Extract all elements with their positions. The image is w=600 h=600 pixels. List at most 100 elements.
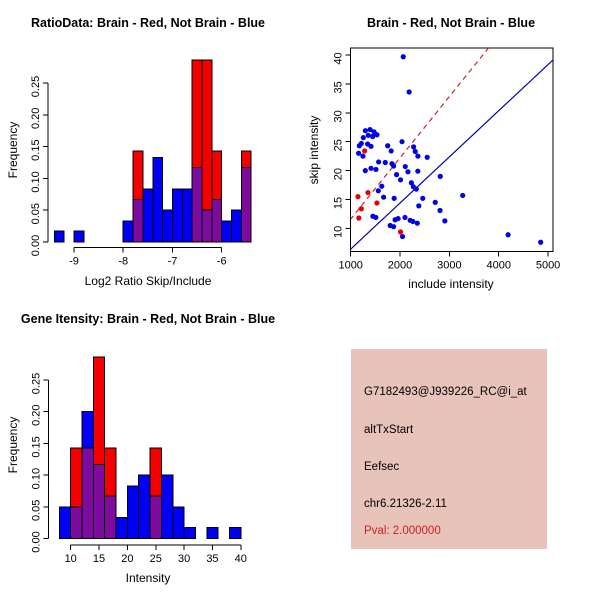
- data-point: [400, 54, 406, 60]
- bar-overlap-segment: [191, 167, 203, 243]
- data-point: [368, 143, 374, 149]
- x-tick-label: 2000: [388, 260, 412, 272]
- gene-intensity-histogram-panel: Gene Itensity: Brain - Red, Not Brain - …: [6, 312, 275, 585]
- data-point: [416, 203, 422, 209]
- data-point: [397, 177, 404, 183]
- data-point: [365, 132, 371, 138]
- y-tick-label: 40: [333, 52, 345, 64]
- y-tick-label: 35: [333, 81, 345, 93]
- data-point: [415, 168, 421, 174]
- gene-intensity-plot-area: 0.00 0.05 0.10 0.15 0.20 0.25 10 15 20 25 30 35 40: [31, 356, 247, 565]
- x-tick-label: -6: [217, 256, 227, 268]
- bar-segment: [73, 230, 85, 243]
- data-point: [382, 159, 388, 166]
- data-point: [399, 233, 406, 240]
- data-point: [402, 163, 408, 170]
- data-point: [391, 163, 397, 169]
- gene-name-text: Eefsec: [364, 461, 400, 473]
- x-tick-label: 1000: [338, 260, 362, 272]
- data-point: [370, 133, 376, 140]
- data-point: [391, 195, 397, 201]
- data-point: [538, 239, 544, 245]
- bar-overlap-segment: [81, 447, 94, 539]
- data-point: [362, 128, 368, 134]
- ratio-histogram-plot-area: 0.00 0.05 0.10 0.15 0.20 0.25 -9 -8 -7 -6: [30, 59, 252, 268]
- bar-segment: [115, 517, 128, 540]
- bar-overlap-segment: [149, 495, 162, 540]
- gene-intensity-xlabel: Intensity: [126, 571, 171, 585]
- gene-info-background: [351, 349, 547, 549]
- y-tick-label: 0.15: [31, 436, 43, 457]
- bar-overlap-segment: [92, 463, 106, 540]
- bar-top-segment: [211, 150, 223, 200]
- data-point: [505, 232, 511, 238]
- data-point: [360, 153, 366, 159]
- bar-overlap-segment: [132, 198, 144, 243]
- bar-segment: [58, 506, 72, 540]
- data-point: [437, 173, 443, 179]
- scatter-plot-area: 1000 2000 3000 4000 5000 10 15 20 25 30 35 40: [333, 47, 560, 272]
- bar-top-segment: [92, 356, 106, 465]
- x-tick-label: 35: [206, 553, 218, 565]
- data-point: [362, 148, 368, 154]
- data-point: [420, 195, 426, 201]
- ratio-histogram-panel: RatioData: Brain - Red, Not Brain - Blue…: [6, 16, 265, 288]
- bar-segment: [138, 474, 151, 540]
- data-point: [437, 207, 443, 214]
- bar-overlap-segment: [201, 209, 213, 243]
- data-point: [402, 214, 408, 221]
- bar-segment: [172, 506, 185, 540]
- bar-top-segment: [191, 59, 203, 169]
- data-point: [362, 168, 368, 174]
- scatter-xlabel: include intensity: [408, 277, 493, 291]
- data-point: [395, 215, 401, 222]
- bar-overlap-segment: [70, 506, 83, 540]
- x-tick-label: 3000: [437, 260, 461, 272]
- bar-top-segment: [70, 447, 83, 508]
- bar-top-segment: [201, 59, 213, 211]
- bar-segment: [221, 220, 233, 243]
- scatter-panel: Brain - Red, Not Brain - Blue include in…: [307, 16, 560, 291]
- data-point: [360, 135, 366, 141]
- y-tick-label: 0.00: [30, 235, 42, 256]
- data-point: [442, 218, 448, 224]
- data-point: [410, 218, 416, 225]
- y-tick-label: 0.20: [30, 108, 42, 129]
- y-tick-label: 0.25: [30, 76, 42, 97]
- data-point: [374, 132, 380, 138]
- x-tick-label: 15: [93, 553, 105, 565]
- data-point: [367, 126, 373, 133]
- data-point: [460, 192, 466, 199]
- x-tick-label: 10: [65, 553, 77, 565]
- data-point: [424, 154, 430, 160]
- probe-id-text: G7182493@J939226_RC@i_at: [364, 386, 527, 398]
- data-point: [374, 200, 380, 206]
- fit-lines: [350, 48, 554, 250]
- data-point: [373, 166, 379, 173]
- data-point: [399, 139, 405, 145]
- data-point: [385, 143, 391, 149]
- data-point: [358, 140, 364, 147]
- x-tick-label: 25: [150, 553, 162, 565]
- bar-overlap-segment: [211, 198, 223, 243]
- bar-segment: [162, 209, 173, 243]
- bar-segment: [152, 156, 164, 243]
- bar-segment: [228, 527, 242, 539]
- data-point: [356, 150, 362, 156]
- x-tick-label: -8: [118, 256, 128, 268]
- y-tick-label: 20: [333, 168, 345, 180]
- data-point: [393, 172, 400, 178]
- data-point: [388, 148, 394, 154]
- histogram-bars: [58, 356, 242, 540]
- data-point: [412, 148, 418, 155]
- data-point: [397, 229, 404, 235]
- data-point: [391, 224, 397, 230]
- gene-intensity-ylabel: Frequency: [6, 417, 20, 474]
- bar-segment: [181, 188, 193, 243]
- ratio-histogram-title: RatioData: Brain - Red, Not Brain - Blue: [31, 16, 265, 30]
- bar-top-segment: [132, 150, 144, 200]
- gene-info-panel: G7182493@J939226_RC@i_at altTxStart Eefs…: [300, 300, 600, 600]
- bar-segment: [160, 474, 174, 540]
- data-point: [379, 183, 385, 189]
